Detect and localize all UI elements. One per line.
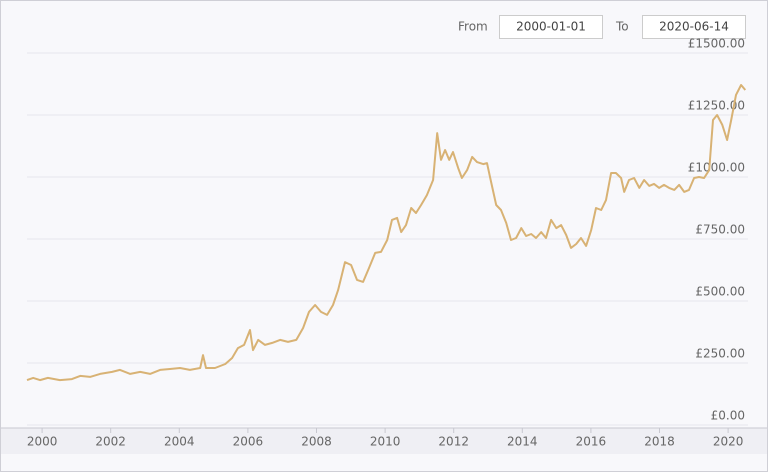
- y-tick-label: £1250.00: [688, 99, 745, 113]
- to-date[interactable]: 2020-06-14: [659, 20, 729, 34]
- x-tick-label: 2004: [164, 435, 195, 449]
- to-label: To: [615, 20, 629, 34]
- x-tick-label: 2014: [507, 435, 538, 449]
- y-tick-label: £1000.00: [688, 161, 745, 175]
- x-tick-label: 2002: [95, 435, 126, 449]
- x-tick-label: 2018: [644, 435, 675, 449]
- y-tick-label: £0.00: [711, 409, 745, 423]
- x-tick-label: 2020: [713, 435, 744, 449]
- y-tick-label: £750.00: [695, 223, 745, 237]
- x-axis-band: [1, 428, 767, 454]
- x-tick-label: 2010: [370, 435, 401, 449]
- x-tick-label: 2000: [27, 435, 58, 449]
- x-tick-label: 2006: [233, 435, 264, 449]
- x-tick-label: 2008: [301, 435, 332, 449]
- from-date[interactable]: 2000-01-01: [516, 20, 586, 34]
- x-tick-label: 2012: [438, 435, 469, 449]
- from-label: From: [458, 20, 488, 34]
- y-tick-label: £500.00: [695, 285, 745, 299]
- y-tick-label: £250.00: [695, 347, 745, 361]
- x-tick-label: 2016: [576, 435, 607, 449]
- y-tick-label: £1500.00: [688, 37, 745, 51]
- from-input[interactable]: [499, 15, 603, 39]
- price-line: [26, 84, 747, 382]
- to-input[interactable]: [642, 15, 746, 39]
